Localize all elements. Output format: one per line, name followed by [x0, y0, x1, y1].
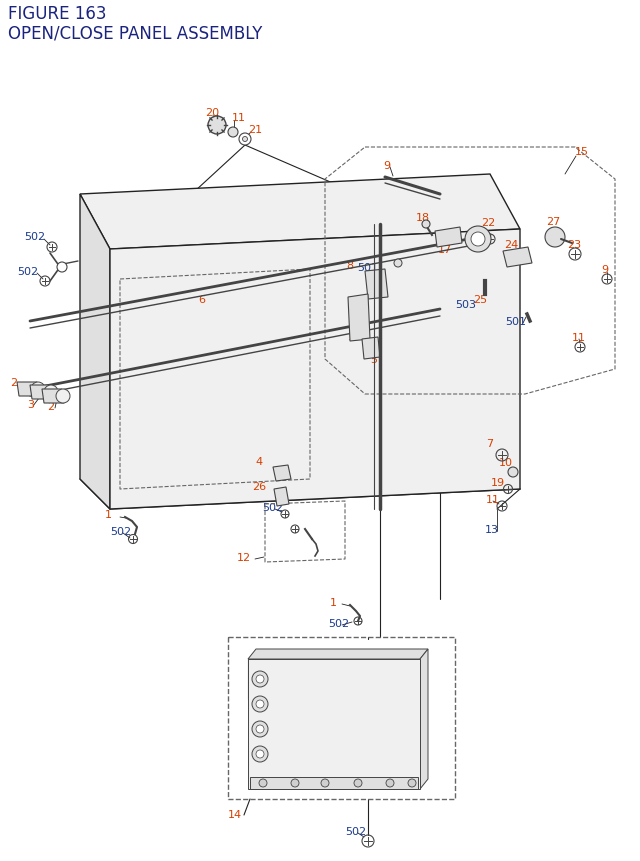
Polygon shape	[503, 248, 532, 268]
Polygon shape	[80, 195, 110, 510]
Text: 11: 11	[232, 113, 246, 123]
Text: 27: 27	[546, 217, 560, 226]
Text: 20: 20	[205, 108, 219, 118]
Circle shape	[252, 672, 268, 687]
Circle shape	[252, 697, 268, 712]
Text: 22: 22	[481, 218, 495, 228]
Text: 501: 501	[357, 263, 378, 273]
Bar	[338, 660, 360, 667]
Polygon shape	[30, 386, 52, 400]
Text: 16: 16	[348, 331, 362, 342]
Bar	[258, 660, 280, 667]
Circle shape	[243, 138, 248, 142]
Text: 24: 24	[504, 239, 518, 250]
Bar	[298, 660, 320, 667]
Text: 23: 23	[567, 239, 581, 250]
Text: 17: 17	[438, 245, 452, 255]
Circle shape	[56, 389, 70, 404]
Text: OPEN/CLOSE PANEL ASSEMBLY: OPEN/CLOSE PANEL ASSEMBLY	[8, 24, 262, 42]
Text: 11: 11	[486, 494, 500, 505]
Text: 13: 13	[485, 524, 499, 535]
Circle shape	[394, 260, 402, 268]
Polygon shape	[435, 228, 462, 248]
Text: 6: 6	[198, 294, 205, 305]
Text: 18: 18	[416, 213, 430, 223]
Polygon shape	[110, 230, 520, 510]
Circle shape	[252, 722, 268, 737]
Circle shape	[252, 746, 268, 762]
Text: 502: 502	[17, 267, 38, 276]
Polygon shape	[348, 294, 370, 342]
Text: 7: 7	[486, 438, 493, 449]
Bar	[375, 660, 397, 667]
Text: 2: 2	[10, 378, 17, 387]
Polygon shape	[250, 777, 418, 789]
Polygon shape	[273, 466, 291, 481]
Circle shape	[386, 779, 394, 787]
Polygon shape	[248, 660, 420, 789]
Circle shape	[256, 750, 264, 759]
Polygon shape	[274, 487, 289, 506]
Polygon shape	[42, 389, 64, 404]
Text: 502: 502	[345, 826, 366, 836]
Circle shape	[57, 263, 67, 273]
Text: 5: 5	[370, 355, 377, 364]
Text: 11: 11	[572, 332, 586, 343]
Text: 502: 502	[262, 503, 283, 512]
Polygon shape	[248, 649, 428, 660]
Circle shape	[508, 468, 518, 478]
Polygon shape	[80, 175, 520, 250]
Text: 8: 8	[346, 261, 353, 270]
Text: 26: 26	[252, 481, 266, 492]
Circle shape	[545, 228, 565, 248]
Text: 502: 502	[328, 618, 349, 629]
Text: 12: 12	[237, 553, 251, 562]
Text: 2: 2	[47, 401, 54, 412]
Text: 25: 25	[473, 294, 487, 305]
Text: 3: 3	[27, 400, 34, 410]
Polygon shape	[248, 660, 420, 699]
Circle shape	[471, 232, 485, 247]
Circle shape	[239, 133, 251, 146]
Circle shape	[465, 226, 491, 253]
Text: 4: 4	[255, 456, 262, 467]
Circle shape	[354, 779, 362, 787]
Text: FIGURE 163: FIGURE 163	[8, 5, 106, 23]
Text: 502: 502	[110, 526, 131, 536]
Text: 15: 15	[575, 147, 589, 157]
Polygon shape	[420, 649, 428, 789]
Circle shape	[256, 675, 264, 684]
Text: 14: 14	[228, 809, 242, 819]
Text: 503: 503	[455, 300, 476, 310]
Bar	[303, 649, 318, 654]
Text: 1: 1	[330, 598, 337, 607]
Polygon shape	[17, 382, 39, 397]
Polygon shape	[365, 269, 388, 300]
Text: 9: 9	[383, 161, 390, 170]
Text: 501: 501	[505, 317, 526, 326]
Text: 1: 1	[105, 510, 112, 519]
Text: 19: 19	[491, 478, 505, 487]
Text: 502: 502	[24, 232, 45, 242]
Circle shape	[208, 117, 226, 135]
Circle shape	[228, 127, 238, 138]
Text: 9: 9	[601, 264, 608, 275]
Circle shape	[291, 779, 299, 787]
Circle shape	[256, 725, 264, 734]
Circle shape	[31, 382, 45, 397]
Text: 21: 21	[248, 125, 262, 135]
Circle shape	[321, 779, 329, 787]
Text: 501: 501	[365, 280, 386, 289]
Circle shape	[44, 386, 58, 400]
Polygon shape	[362, 338, 380, 360]
Circle shape	[259, 779, 267, 787]
Text: 10: 10	[499, 457, 513, 468]
Circle shape	[408, 779, 416, 787]
Circle shape	[422, 220, 430, 229]
Circle shape	[256, 700, 264, 709]
